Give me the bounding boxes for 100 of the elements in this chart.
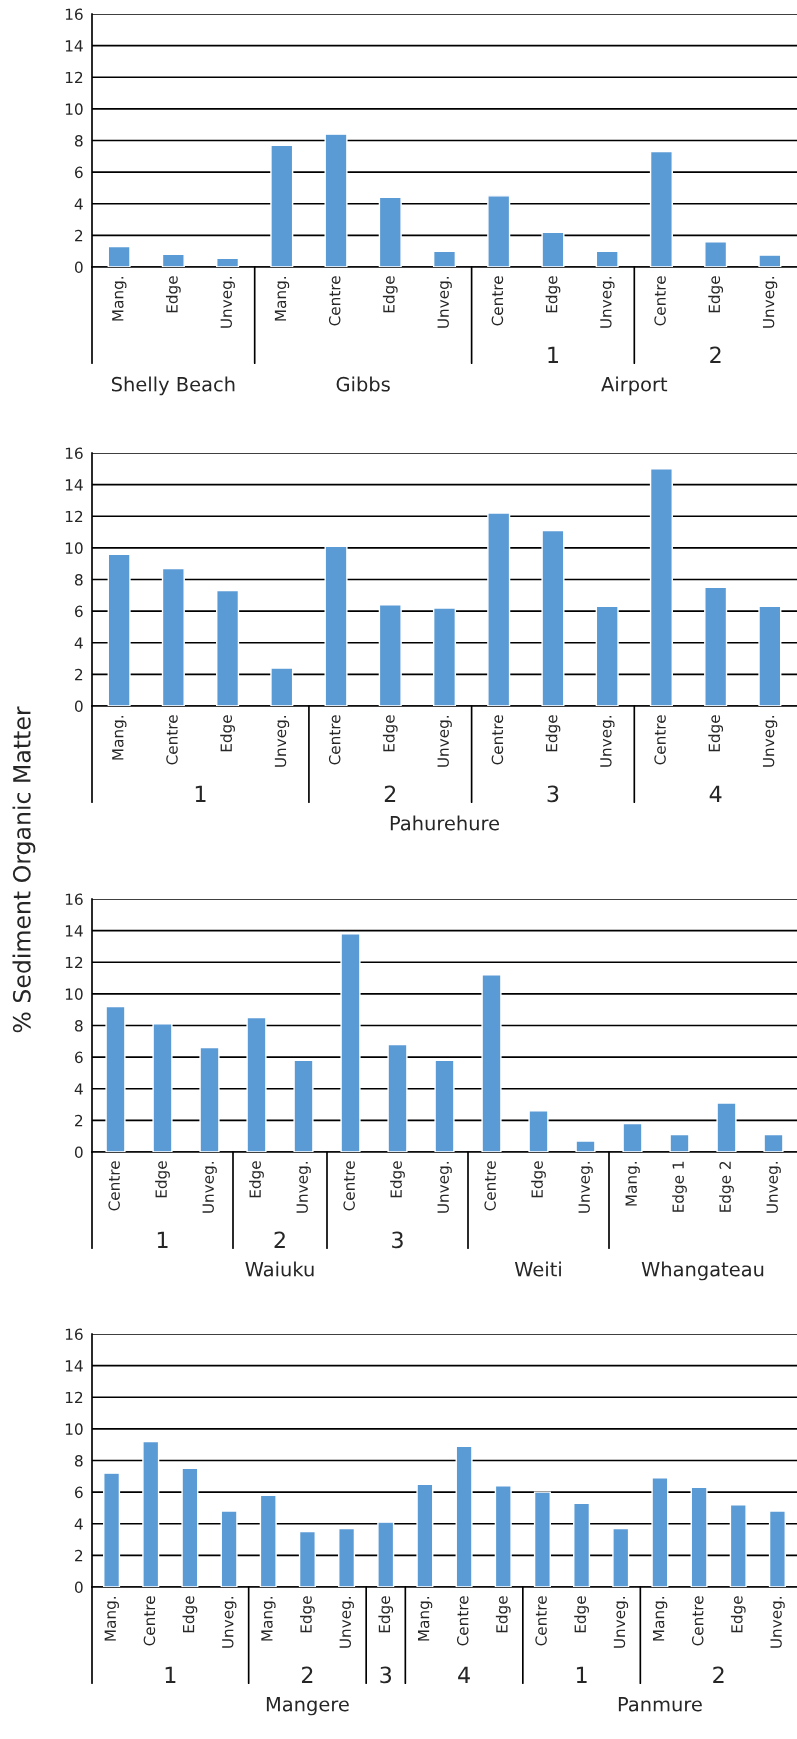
y-tick-label: 6 <box>75 1486 83 1499</box>
bar <box>377 1521 395 1587</box>
y-tick-label: 8 <box>74 1454 83 1467</box>
y-tick-label: 0 <box>74 700 83 713</box>
x-tick-label: Centre <box>535 1596 547 1646</box>
x-tick-label: Unveg. <box>613 1596 629 1648</box>
x-tick-label: Edge <box>390 1161 405 1198</box>
y-tick-label: 6 <box>75 166 83 179</box>
x-tick-label: Edge 2 <box>719 1161 734 1212</box>
bar <box>494 1485 512 1587</box>
y-tick-label: 10 <box>65 542 83 554</box>
x-tick-label: Centre <box>166 715 178 765</box>
y-axis-title: % Sediment Organic Matter <box>12 706 36 1033</box>
bar <box>704 586 728 706</box>
x-tick-label: Centre <box>108 1161 120 1211</box>
bar <box>324 545 348 706</box>
x-tick-label: Centre <box>491 276 504 326</box>
bar <box>107 553 131 706</box>
y-tick-label: 4 <box>74 1083 83 1095</box>
x-tick-label: Edge <box>155 1161 170 1198</box>
y-tick-label: 10 <box>65 988 83 1000</box>
bar <box>387 1043 408 1152</box>
y-tick-label: 12 <box>65 1391 83 1404</box>
text: 1 <box>576 1666 587 1683</box>
bar <box>573 1502 591 1587</box>
x-tick-label: Edge <box>165 276 181 313</box>
x-tick-label: Unveg. <box>202 1161 217 1213</box>
text: 3 <box>380 1666 392 1684</box>
bar <box>729 1504 747 1587</box>
bar <box>378 604 402 706</box>
x-tick-label: Edge <box>708 715 724 752</box>
bar <box>649 150 673 267</box>
text: 3 <box>392 1231 403 1249</box>
bar <box>651 1477 669 1587</box>
text: Weiti <box>514 1261 561 1277</box>
y-tick-label: 8 <box>74 134 83 147</box>
bar <box>704 241 728 267</box>
x-tick-label: Centre <box>654 715 666 765</box>
text: 4 <box>709 785 722 802</box>
x-tick-label: Centre <box>143 1596 156 1646</box>
x-tick-label: Mang. <box>417 1596 433 1641</box>
text: Pahurehure <box>390 815 500 831</box>
bar <box>105 1005 126 1152</box>
bar <box>324 133 348 267</box>
y-tick-label: 6 <box>75 1051 83 1064</box>
bar <box>622 1122 643 1152</box>
bar <box>216 257 240 267</box>
x-tick-label: Edge 1 <box>672 1161 687 1212</box>
bar <box>669 1133 690 1152</box>
bar <box>432 250 457 267</box>
y-tick-label: 4 <box>74 637 83 649</box>
text: 4 <box>458 1666 470 1683</box>
text: Shelly Beach <box>111 376 235 396</box>
y-tick-label: 16 <box>65 8 83 21</box>
text: 1 <box>157 1231 168 1248</box>
x-tick-label: Unveg. <box>339 1596 354 1648</box>
bar <box>533 1491 551 1587</box>
x-tick-label: Edge <box>574 1596 589 1633</box>
bar <box>434 1059 455 1152</box>
x-tick-label: Unveg. <box>296 1161 311 1213</box>
y-tick-label: 12 <box>65 956 83 969</box>
bar <box>259 1494 277 1587</box>
text: 2 <box>274 1231 285 1248</box>
x-tick-label: Unveg. <box>220 276 235 328</box>
x-tick-label: Edge <box>382 715 398 752</box>
x-tick-label: Centre <box>691 1596 704 1646</box>
x-tick-label: Mang. <box>104 1596 119 1641</box>
text: 2 <box>384 785 396 802</box>
bar <box>541 231 565 267</box>
text: 1 <box>165 1666 176 1683</box>
bar <box>455 1445 473 1587</box>
x-tick-label: Centre <box>456 1596 469 1646</box>
x-tick-label: Centre <box>484 1161 496 1211</box>
bar <box>270 144 294 267</box>
y-tick-label: 0 <box>74 1146 83 1159</box>
x-tick-label: Edge <box>382 276 398 313</box>
x-tick-label: Centre <box>654 276 666 326</box>
y-tick-label: 14 <box>65 40 83 52</box>
x-tick-label: Centre <box>328 276 341 326</box>
bar <box>716 1102 737 1152</box>
text: Airport <box>601 376 668 396</box>
y-tick-label: 0 <box>74 261 83 274</box>
y-tick-label: 10 <box>65 103 83 115</box>
x-tick-label: Mang. <box>112 276 127 321</box>
y-tick-label: 2 <box>75 229 83 242</box>
bar <box>758 605 782 706</box>
bar <box>220 1510 238 1587</box>
bar <box>758 254 782 267</box>
x-tick-label: Edge <box>708 276 724 313</box>
text: Whangateau <box>641 1261 764 1281</box>
bar <box>487 195 511 267</box>
bar <box>378 196 402 267</box>
x-tick-label: Edge <box>300 1596 315 1633</box>
bar <box>612 1527 630 1587</box>
text: Mangere <box>266 1697 349 1716</box>
x-tick-label: Edge <box>531 1161 546 1198</box>
x-tick-label: Unveg. <box>600 715 615 767</box>
y-tick-label: 10 <box>65 1423 83 1435</box>
y-tick-label: 2 <box>75 1549 83 1562</box>
y-tick-label: 12 <box>65 71 83 84</box>
